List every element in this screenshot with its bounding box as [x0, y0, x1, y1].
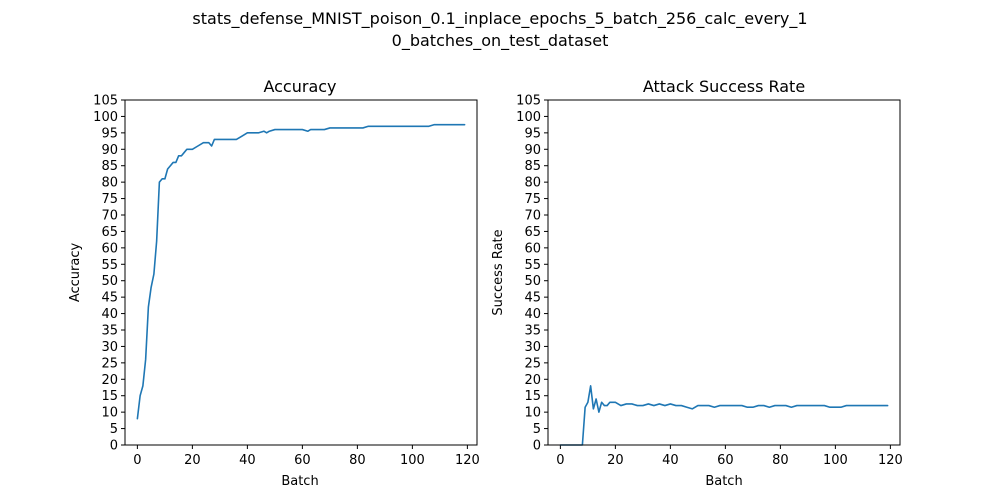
accuracy-x-tick-label: 0	[133, 453, 141, 468]
attack-success-rate-y-tick-label: 80	[524, 176, 541, 191]
attack-success-rate-plot-area	[547, 99, 901, 446]
attack-success-rate-y-tick-label: 15	[524, 389, 541, 404]
accuracy-y-tick-label: 35	[101, 324, 118, 339]
accuracy-y-tick-label: 105	[93, 94, 118, 109]
accuracy-x-tick-label: 40	[239, 453, 256, 468]
attack-success-rate-y-tick-label: 90	[524, 143, 541, 158]
figure-title-line-2: 0_batches_on_test_dataset	[392, 31, 609, 51]
attack-success-rate-x-tick-label: 100	[823, 453, 848, 468]
attack-success-rate-y-tick-label: 30	[524, 340, 541, 355]
attack-success-rate-ticks: 0 20 40 60 80 100 1200510152025303540455055606…	[516, 94, 903, 469]
attack-success-rate-y-tick-label: 65	[524, 225, 541, 240]
accuracy-y-tick-label: 85	[101, 159, 118, 174]
accuracy-panel-title: Accuracy	[263, 77, 336, 96]
accuracy-plot-area	[124, 99, 478, 446]
accuracy-y-tick-label: 40	[101, 307, 118, 322]
attack-success-rate-y-tick-label: 10	[524, 406, 541, 421]
accuracy-y-tick-label: 30	[101, 340, 118, 355]
accuracy-panel: Accuracy 0 20 40 60 80 100 1200510152025303540…	[68, 77, 480, 489]
attack-success-rate-y-tick-label: 85	[524, 159, 541, 174]
attack-success-rate-y-tick-label: 55	[524, 258, 541, 273]
accuracy-ticks: 0 20 40 60 80 100 1200510152025303540455055606…	[93, 94, 480, 469]
attack-success-rate-y-tick-label: 50	[524, 274, 541, 289]
figure-title-line-1: stats_defense_MNIST_poison_0.1_inplace_e…	[192, 9, 807, 29]
attack-success-rate-x-tick-label: 0	[556, 453, 564, 468]
accuracy-x-tick-label: 100	[400, 453, 425, 468]
attack-success-rate-y-tick-label: 25	[524, 356, 541, 371]
attack-success-rate-x-tick-label: 80	[772, 453, 789, 468]
attack-success-rate-y-tick-label: 5	[533, 422, 541, 437]
attack-success-rate-panel: Attack Success Rate 0 20 40 60 80 100 120 0 510 1…	[491, 77, 903, 489]
accuracy-y-tick-label: 60	[101, 241, 118, 256]
accuracy-y-tick-label: 100	[93, 110, 118, 125]
accuracy-y-tick-label: 20	[101, 373, 118, 388]
accuracy-x-tick-label: 60	[294, 453, 311, 468]
accuracy-y-tick-label: 75	[101, 192, 118, 207]
attack-success-rate-x-tick-label: 20	[607, 453, 624, 468]
attack-success-rate-x-tick-label: 120	[878, 453, 903, 468]
accuracy-y-tick-label: 95	[101, 126, 118, 141]
accuracy-y-tick-label: 10	[101, 406, 118, 421]
accuracy-y-tick-label: 5	[110, 422, 118, 437]
accuracy-x-axis-label: Batch	[281, 474, 318, 489]
attack-success-rate-series-line	[559, 385, 889, 446]
accuracy-y-tick-label: 45	[101, 291, 118, 306]
attack-success-rate-y-tick-label: 45	[524, 291, 541, 306]
accuracy-y-tick-label: 65	[101, 225, 118, 240]
attack-success-rate-y-tick-label: 0	[533, 439, 541, 454]
accuracy-y-tick-label: 0	[110, 439, 118, 454]
accuracy-y-tick-label: 70	[101, 209, 118, 224]
attack-success-rate-y-tick-label: 40	[524, 307, 541, 322]
accuracy-y-tick-label: 50	[101, 274, 118, 289]
attack-success-rate-y-tick-label: 95	[524, 126, 541, 141]
accuracy-y-axis-label: Accuracy	[68, 243, 83, 303]
accuracy-y-tick-label: 55	[101, 258, 118, 273]
accuracy-x-tick-label: 80	[349, 453, 366, 468]
accuracy-series-line	[136, 123, 466, 420]
attack-success-rate-x-tick-label: 40	[662, 453, 679, 468]
accuracy-x-tick-label: 120	[455, 453, 480, 468]
attack-success-rate-y-tick-label: 70	[524, 209, 541, 224]
attack-success-rate-y-tick-label: 20	[524, 373, 541, 388]
attack-success-rate-y-tick-label: 105	[516, 94, 541, 109]
attack-success-rate-y-axis-label: Success Rate	[491, 229, 506, 315]
attack-success-rate-y-tick-label: 100	[516, 110, 541, 125]
accuracy-y-tick-label: 15	[101, 389, 118, 404]
attack-success-rate-y-tick-label: 75	[524, 192, 541, 207]
attack-success-rate-y-tick-label: 35	[524, 324, 541, 339]
accuracy-y-tick-label: 80	[101, 176, 118, 191]
attack-success-rate-panel-title: Attack Success Rate	[643, 77, 805, 96]
attack-success-rate-y-tick-label: 60	[524, 241, 541, 256]
accuracy-y-tick-label: 25	[101, 356, 118, 371]
accuracy-y-tick-label: 90	[101, 143, 118, 158]
attack-success-rate-x-axis-label: Batch	[705, 474, 742, 489]
accuracy-x-tick-label: 20	[184, 453, 201, 468]
attack-success-rate-x-tick-label: 60	[717, 453, 734, 468]
